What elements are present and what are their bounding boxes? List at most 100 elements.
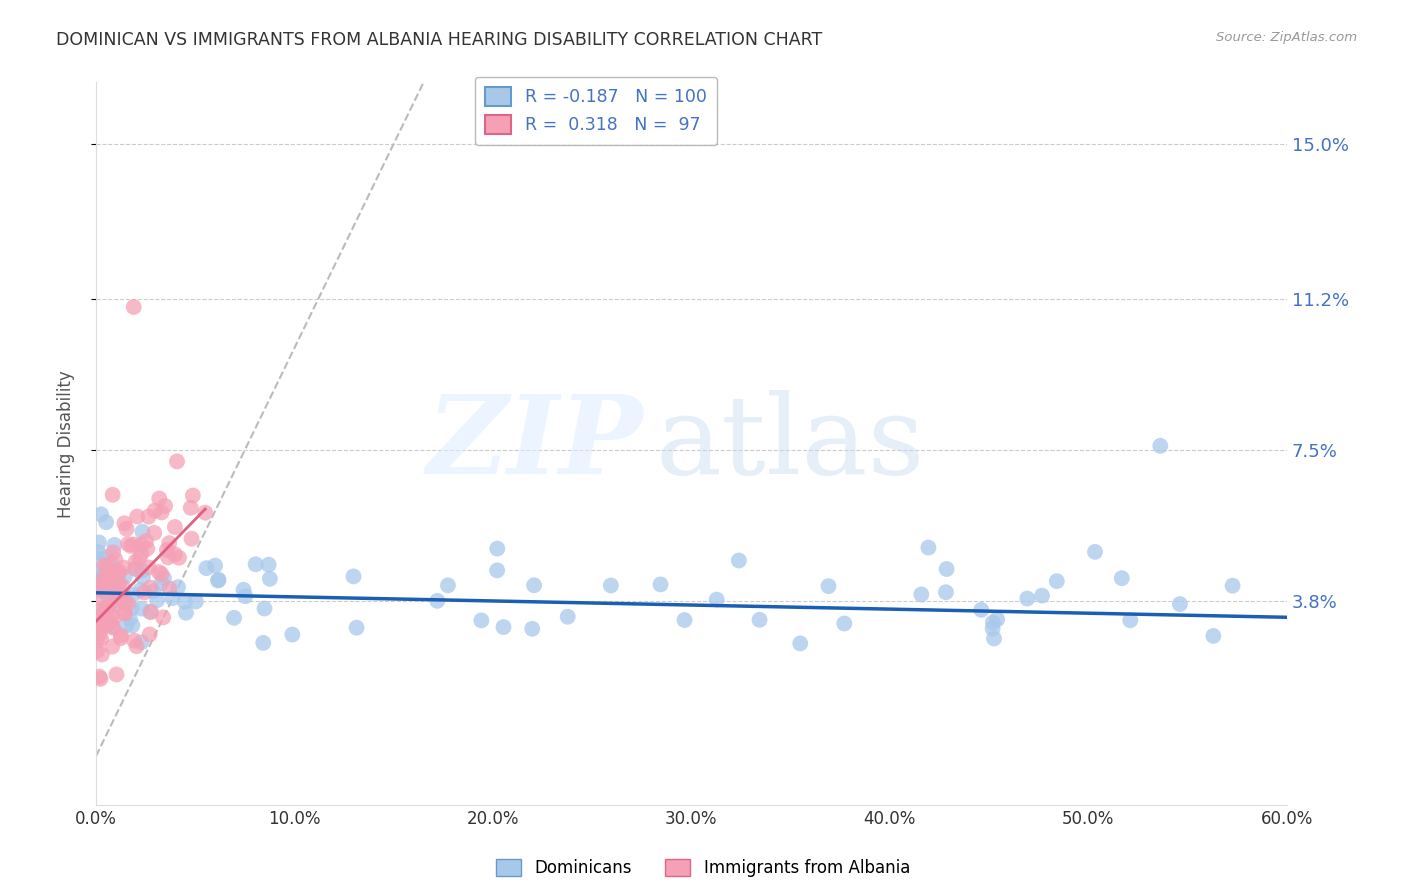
Point xyxy=(94,618,117,632)
Point xyxy=(94,575,117,590)
Point xyxy=(129,583,152,598)
Point xyxy=(557,609,579,624)
Point xyxy=(1168,597,1191,611)
Point xyxy=(90,613,112,627)
Point xyxy=(131,564,153,578)
Point xyxy=(93,570,115,584)
Point xyxy=(111,580,134,594)
Point xyxy=(983,632,1005,646)
Point xyxy=(89,570,111,584)
Point xyxy=(101,620,124,634)
Legend: R = -0.187   N = 100, R =  0.318   N =  97: R = -0.187 N = 100, R = 0.318 N = 97 xyxy=(475,77,717,145)
Point xyxy=(131,547,153,561)
Point xyxy=(486,541,509,556)
Point xyxy=(523,578,546,592)
Point xyxy=(89,672,111,686)
Point xyxy=(115,522,138,536)
Point xyxy=(180,532,202,546)
Text: ZIP: ZIP xyxy=(427,390,644,498)
Point xyxy=(139,581,162,595)
Point xyxy=(122,300,145,314)
Point xyxy=(163,520,186,534)
Point xyxy=(118,612,141,626)
Point xyxy=(135,534,157,549)
Point xyxy=(104,552,127,566)
Point xyxy=(156,543,179,558)
Point xyxy=(112,516,135,531)
Point xyxy=(139,605,162,619)
Point xyxy=(103,545,125,559)
Point xyxy=(131,601,153,615)
Point xyxy=(166,454,188,468)
Point xyxy=(131,635,153,649)
Point xyxy=(1222,579,1244,593)
Point xyxy=(173,594,195,608)
Point xyxy=(245,558,267,572)
Point xyxy=(1111,571,1133,585)
Y-axis label: Hearing Disability: Hearing Disability xyxy=(58,370,75,517)
Point xyxy=(207,574,229,588)
Point xyxy=(86,644,108,658)
Point xyxy=(142,584,165,599)
Point xyxy=(112,560,135,574)
Point xyxy=(138,627,160,641)
Point xyxy=(180,500,202,515)
Point xyxy=(97,563,120,577)
Point xyxy=(90,632,112,646)
Point xyxy=(86,633,108,648)
Point xyxy=(124,555,146,569)
Point xyxy=(93,567,115,582)
Point xyxy=(108,566,131,580)
Point xyxy=(157,550,180,565)
Point xyxy=(138,560,160,574)
Point xyxy=(103,590,125,604)
Point xyxy=(834,616,856,631)
Point xyxy=(103,576,125,591)
Point xyxy=(150,506,173,520)
Point xyxy=(105,667,128,681)
Point xyxy=(728,553,751,567)
Point xyxy=(114,596,136,610)
Point xyxy=(1046,574,1069,589)
Point xyxy=(121,601,143,615)
Point xyxy=(981,622,1004,636)
Point xyxy=(259,572,281,586)
Point xyxy=(100,608,122,623)
Point xyxy=(100,555,122,569)
Point xyxy=(252,636,274,650)
Point xyxy=(90,508,112,522)
Point xyxy=(96,559,118,574)
Text: atlas: atlas xyxy=(655,391,925,497)
Point xyxy=(935,562,957,576)
Point xyxy=(136,541,159,556)
Point xyxy=(986,612,1008,626)
Point xyxy=(110,632,132,646)
Point xyxy=(132,585,155,599)
Point xyxy=(1017,591,1039,606)
Point xyxy=(1202,629,1225,643)
Point xyxy=(86,622,108,636)
Point xyxy=(101,488,124,502)
Point xyxy=(122,537,145,551)
Point xyxy=(143,525,166,540)
Point xyxy=(437,578,460,592)
Point xyxy=(91,579,114,593)
Point xyxy=(103,598,125,612)
Point xyxy=(174,606,197,620)
Point xyxy=(981,615,1004,630)
Point xyxy=(107,584,129,599)
Point xyxy=(650,577,672,591)
Point xyxy=(101,579,124,593)
Point xyxy=(253,601,276,615)
Point xyxy=(150,576,173,591)
Point xyxy=(89,626,111,640)
Point xyxy=(153,499,176,513)
Point xyxy=(204,558,226,573)
Point xyxy=(146,593,169,607)
Point xyxy=(1149,439,1171,453)
Point xyxy=(115,618,138,632)
Point xyxy=(117,537,139,551)
Point xyxy=(96,573,118,587)
Point xyxy=(108,575,131,590)
Point xyxy=(817,579,839,593)
